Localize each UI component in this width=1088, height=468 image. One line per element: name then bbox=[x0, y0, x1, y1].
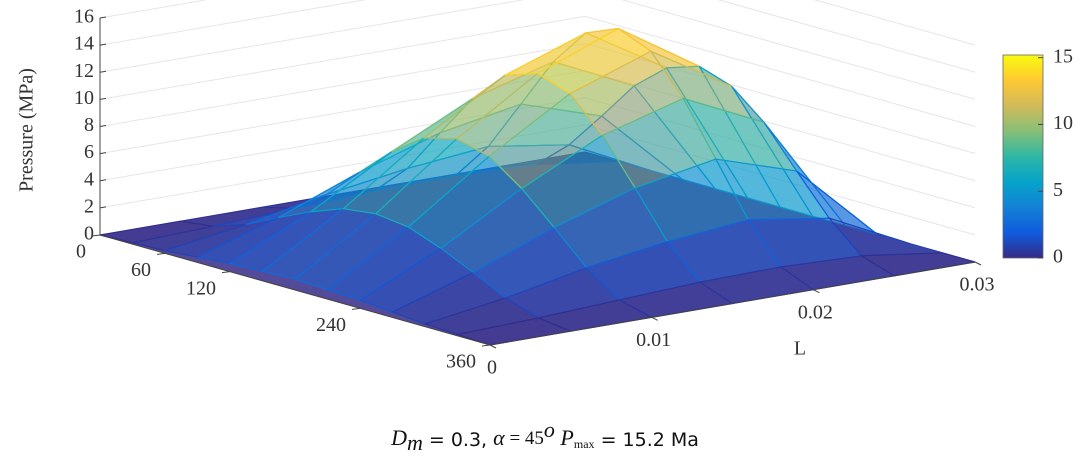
z-tick-label: 6 bbox=[84, 141, 94, 163]
z-tick bbox=[99, 16, 107, 19]
annotation-part: P bbox=[555, 425, 574, 450]
y-tick bbox=[974, 261, 982, 266]
z-tick bbox=[99, 152, 107, 155]
annotation-part: o bbox=[544, 417, 555, 442]
x-tick-label: 0 bbox=[76, 241, 86, 263]
annotation-part: = 45 bbox=[505, 428, 544, 449]
annotation-part: max bbox=[574, 437, 595, 451]
colorbar bbox=[1002, 54, 1044, 259]
z-tick bbox=[99, 206, 107, 209]
y-tick bbox=[489, 344, 497, 349]
x-tick bbox=[351, 307, 361, 310]
grid-line bbox=[99, 124, 976, 236]
annotation-part: = 0.3, bbox=[423, 429, 493, 451]
grid-line bbox=[99, 0, 976, 46]
y-axis-label: L bbox=[794, 338, 806, 360]
grid-line bbox=[99, 42, 976, 154]
y-tick-label: 0 bbox=[487, 357, 497, 379]
z-axis-label: Pressure (MPa) bbox=[16, 68, 38, 192]
z-tick bbox=[99, 70, 107, 73]
x-axis bbox=[99, 234, 491, 346]
x-tick bbox=[156, 252, 166, 255]
z-tick-label: 14 bbox=[74, 33, 94, 55]
colorbar-tick-label: 0 bbox=[1053, 246, 1063, 268]
annotation-part: = 15.2 Ma bbox=[595, 429, 699, 451]
colorbar-tick-label: 15 bbox=[1053, 45, 1073, 67]
y-tick bbox=[651, 316, 658, 321]
z-tick-label: 4 bbox=[84, 168, 94, 190]
y-tick-label: 0.02 bbox=[798, 301, 833, 323]
z-tick bbox=[99, 97, 107, 100]
y-axis bbox=[489, 261, 976, 346]
grid-line bbox=[99, 15, 976, 127]
x-tick-label: 120 bbox=[186, 277, 216, 299]
colorbar-tick-label: 10 bbox=[1053, 112, 1073, 134]
z-tick-label: 2 bbox=[84, 195, 94, 217]
x-tick-label: 60 bbox=[131, 259, 151, 281]
floor-plane bbox=[100, 152, 975, 345]
x-tick bbox=[91, 234, 101, 237]
grid-line bbox=[99, 0, 976, 73]
x-tick bbox=[221, 271, 231, 274]
z-tick-label: 16 bbox=[74, 6, 94, 28]
y-tick-label: 0.03 bbox=[960, 274, 995, 296]
z-tick-label: 0 bbox=[84, 223, 94, 245]
z-tick-label: 12 bbox=[74, 60, 94, 82]
x-tick-label: 240 bbox=[316, 314, 346, 336]
colorbar-tick-label: 5 bbox=[1053, 179, 1063, 201]
annotation-part: m bbox=[407, 430, 423, 455]
z-tick-label: 10 bbox=[74, 87, 94, 109]
x-tick-label: 360 bbox=[446, 351, 476, 373]
annotation: Dm = 0.3, α = 45o Pmax = 15.2 Ma bbox=[390, 417, 699, 455]
annotation-part: α bbox=[493, 425, 505, 450]
grid-line bbox=[99, 97, 976, 209]
grid-line bbox=[99, 0, 976, 100]
annotation-part: D bbox=[390, 425, 407, 450]
y-tick bbox=[813, 289, 820, 294]
z-tick bbox=[99, 43, 107, 46]
z-tick bbox=[99, 125, 107, 127]
z-tick bbox=[99, 179, 107, 182]
x-tick bbox=[481, 344, 491, 347]
z-tick-label: 8 bbox=[84, 114, 94, 136]
y-tick-label: 0.01 bbox=[636, 329, 671, 351]
